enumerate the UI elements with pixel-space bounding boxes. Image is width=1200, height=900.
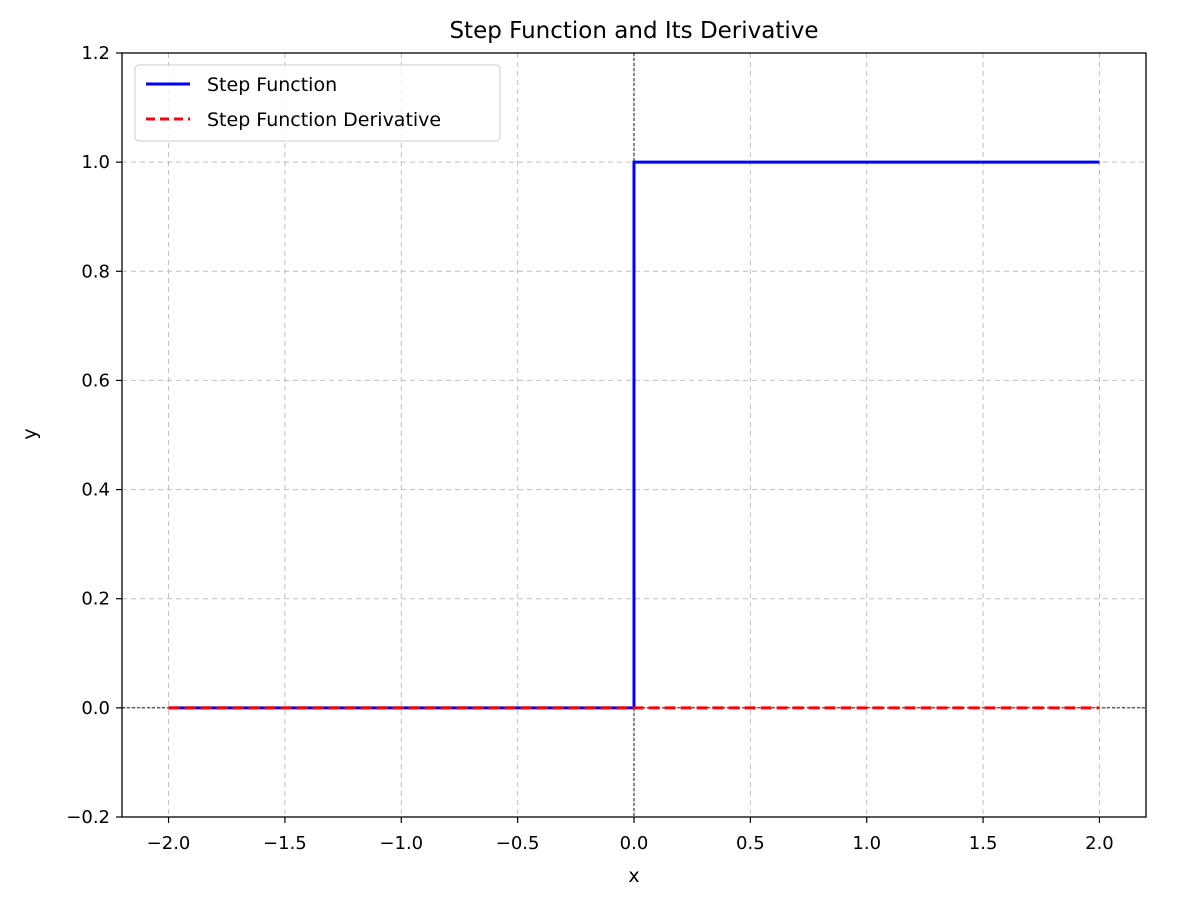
x-tick-label: −2.0 xyxy=(147,833,191,854)
legend-label-0: Step Function xyxy=(207,74,337,96)
y-tick-label: 1.0 xyxy=(81,152,110,173)
series-line-0 xyxy=(168,160,1100,710)
y-tick-label: 0.2 xyxy=(81,589,110,610)
x-tick-label: 1.5 xyxy=(969,833,998,854)
x-tick-label: −1.0 xyxy=(379,833,423,854)
series-group xyxy=(168,160,1100,710)
legend: Step Function Step Function Derivative xyxy=(134,64,501,142)
y-tick-label: 0.8 xyxy=(81,261,110,282)
y-axis-label: y xyxy=(19,428,41,439)
y-axis-ticks: −0.2 0.0 0.2 0.4 0.6 0.8 1.0 1.2 xyxy=(66,43,122,828)
legend-label-1: Step Function Derivative xyxy=(207,109,441,131)
x-tick-label: −0.5 xyxy=(496,833,540,854)
x-axis-ticks: −2.0 −1.5 −1.0 −0.5 0.0 0.5 1.0 1.5 2.0 xyxy=(147,817,1114,854)
y-tick-label: 0.6 xyxy=(81,370,110,391)
legend-box xyxy=(134,64,501,142)
y-tick-label: 0.4 xyxy=(81,480,110,501)
x-tick-label: 1.0 xyxy=(852,833,881,854)
x-tick-label: −1.5 xyxy=(263,833,307,854)
x-tick-label: 0.5 xyxy=(736,833,765,854)
x-tick-label: 2.0 xyxy=(1085,833,1114,854)
chart-title: Step Function and Its Derivative xyxy=(449,18,818,44)
y-tick-label: −0.2 xyxy=(66,807,110,828)
x-tick-label: 0.0 xyxy=(620,833,649,854)
y-tick-label: 0.0 xyxy=(81,698,110,719)
x-axis-label: x xyxy=(628,865,639,887)
y-tick-label: 1.2 xyxy=(81,43,110,64)
